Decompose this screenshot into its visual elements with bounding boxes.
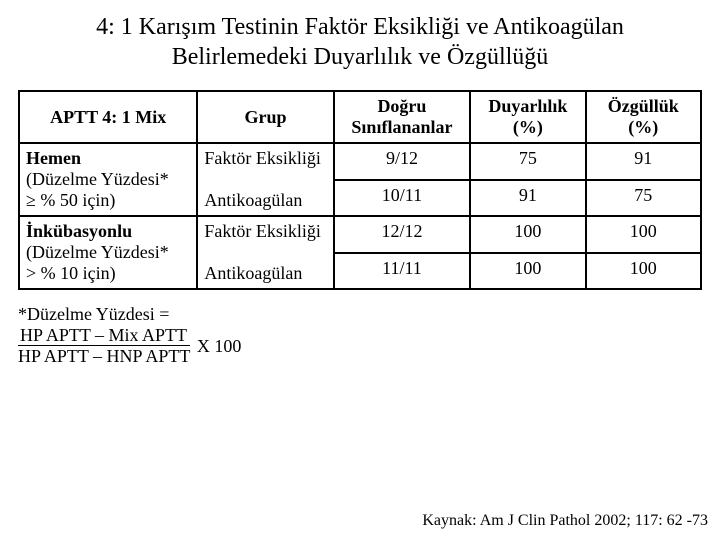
header-grup: Grup: [197, 91, 333, 143]
footnote-lead: *Düzelme Yüzdesi =: [18, 304, 169, 324]
formula-tail: X 100: [195, 336, 242, 357]
formula-numerator: HP APTT – Mix APTT: [18, 325, 190, 347]
table-row: İnkübasyonlu (Düzelme Yüzdesi* > % 10 iç…: [19, 216, 701, 253]
spec-value: 100: [586, 253, 701, 290]
sens-value: 91: [470, 180, 585, 217]
page-title: 4: 1 Karışım Testinin Faktör Eksikliği v…: [0, 0, 720, 80]
block-label-line2: (Düzelme Yüzdesi*: [26, 242, 169, 262]
correct-value: 11/11: [334, 253, 470, 290]
table-row: Hemen (Düzelme Yüzdesi* ≥ % 50 için) Fak…: [19, 143, 701, 180]
spec-value: 75: [586, 180, 701, 217]
formula: HP APTT – Mix APTT HP APTT – HNP APTT X …: [18, 325, 241, 367]
group-name: Antikoagülan: [197, 180, 333, 217]
group-name: Antikoagülan: [197, 253, 333, 290]
header-row: APTT 4: 1 Mix Grup Doğru Sınıflananlar D…: [19, 91, 701, 143]
block-label: Hemen (Düzelme Yüzdesi* ≥ % 50 için): [19, 143, 197, 216]
header-specificity: Özgüllük (%): [586, 91, 701, 143]
data-table: APTT 4: 1 Mix Grup Doğru Sınıflananlar D…: [18, 90, 702, 290]
block-label-bold: Hemen: [26, 148, 81, 168]
block-label-line2: (Düzelme Yüzdesi*: [26, 169, 169, 189]
title-line-1: 4: 1 Karışım Testinin Faktör Eksikliği v…: [96, 14, 624, 40]
sens-value: 75: [470, 143, 585, 180]
header-sensitivity: Duyarlılık (%): [470, 91, 585, 143]
correct-value: 10/11: [334, 180, 470, 217]
formula-denominator: HP APTT – HNP APTT: [18, 346, 190, 367]
sens-value: 100: [470, 216, 585, 253]
correct-value: 9/12: [334, 143, 470, 180]
spec-value: 100: [586, 216, 701, 253]
spec-value: 91: [586, 143, 701, 180]
block-label-bold: İnkübasyonlu: [26, 221, 132, 241]
header-aptt: APTT 4: 1 Mix: [19, 91, 197, 143]
group-name: Faktör Eksikliği: [197, 216, 333, 253]
sens-value: 100: [470, 253, 585, 290]
block-label-line3: > % 10 için): [26, 263, 116, 283]
block-label-line3: ≥ % 50 için): [26, 190, 115, 210]
group-name: Faktör Eksikliği: [197, 143, 333, 180]
title-line-2: Belirlemedeki Duyarlılık ve Özgüllüğü: [172, 44, 549, 70]
block-label: İnkübasyonlu (Düzelme Yüzdesi* > % 10 iç…: [19, 216, 197, 289]
source-citation: Kaynak: Am J Clin Pathol 2002; 117: 62 -…: [422, 512, 708, 530]
footnote: *Düzelme Yüzdesi = HP APTT – Mix APTT HP…: [18, 304, 702, 367]
header-correct: Doğru Sınıflananlar: [334, 91, 470, 143]
correct-value: 12/12: [334, 216, 470, 253]
